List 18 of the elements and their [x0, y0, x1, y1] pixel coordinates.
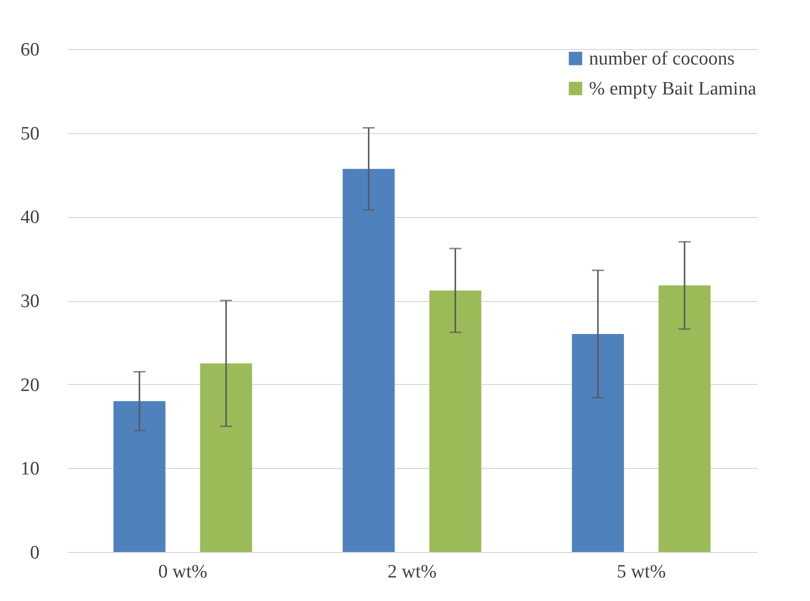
legend-label: % empty Bait Lamina [589, 78, 757, 100]
y-tick-label: 50 [20, 123, 40, 144]
bar [113, 401, 166, 552]
y-tick-label: 60 [20, 40, 40, 60]
y-tick-label: 30 [20, 291, 40, 312]
x-tick-label: 5 wt% [616, 562, 666, 582]
y-tick-label: 0 [30, 542, 40, 564]
y-tick-label: 10 [20, 458, 40, 480]
y-tick-label: 40 [20, 207, 40, 228]
x-tick-label: 2 wt% [387, 562, 437, 582]
y-tick-label: 20 [20, 374, 40, 396]
x-tick-label: 0 wt% [158, 562, 208, 582]
bar [429, 290, 482, 552]
legend-label: number of cocoons [589, 48, 735, 70]
bar [572, 334, 624, 552]
bar [200, 363, 252, 552]
bar [658, 285, 711, 552]
bar [342, 168, 395, 552]
